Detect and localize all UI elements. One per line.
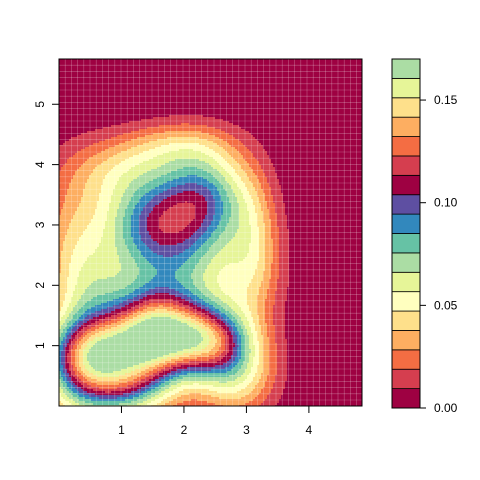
contour-fill-layer bbox=[59, 59, 363, 407]
